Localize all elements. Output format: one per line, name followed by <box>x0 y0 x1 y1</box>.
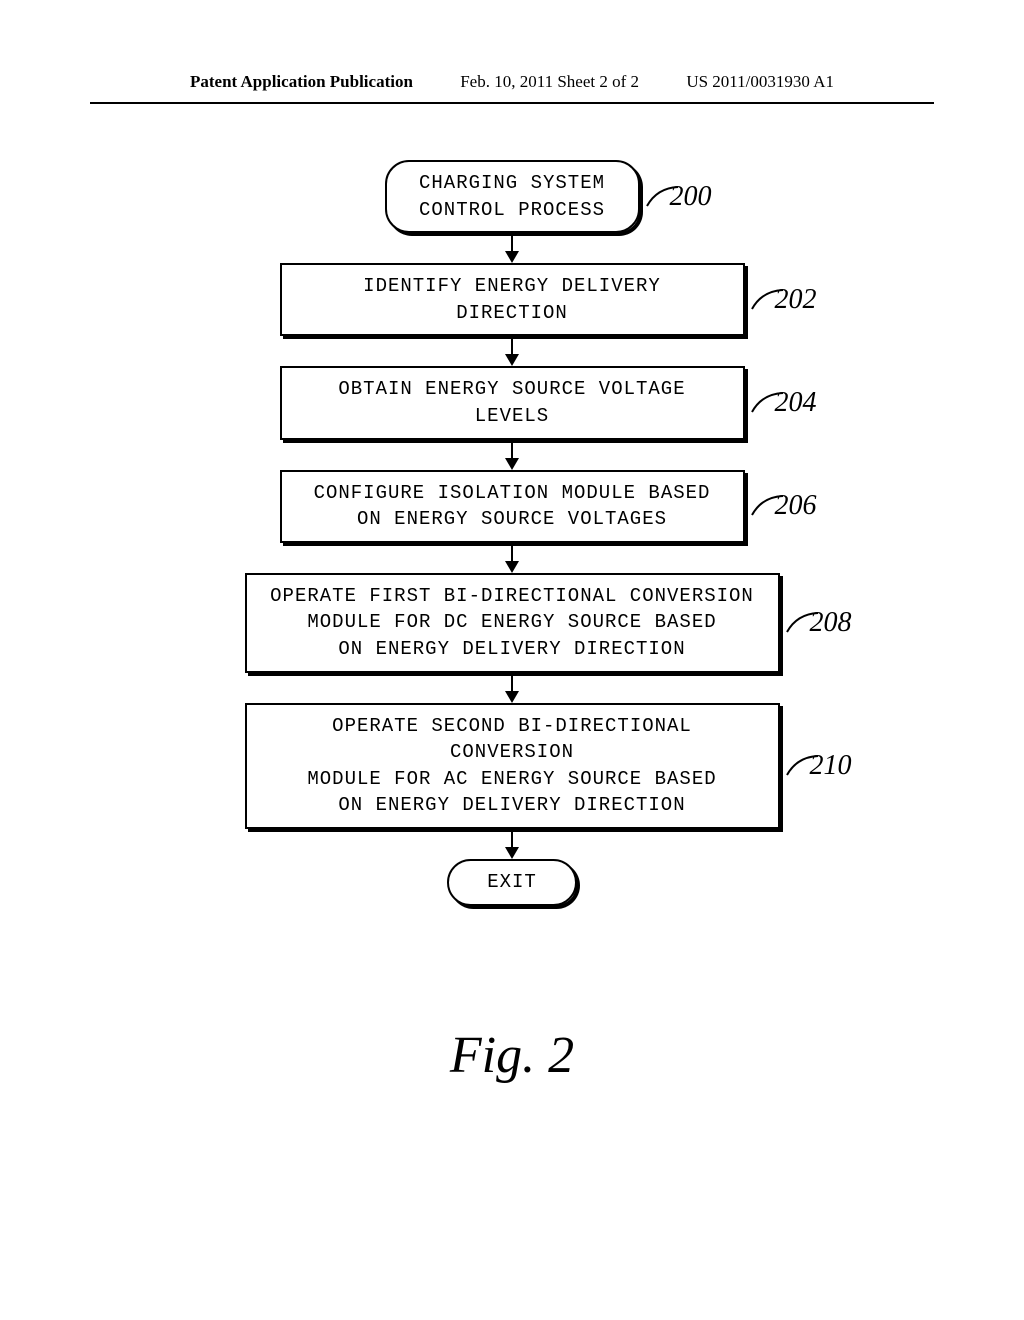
flow-node-text: MODULE FOR AC ENERGY SOURCE BASED <box>267 766 758 793</box>
arrow-line-icon <box>511 440 513 458</box>
process-box: OPERATE SECOND BI-DIRECTIONAL CONVERSION… <box>245 703 780 829</box>
flow-node-text: ON ENERGY SOURCE VOLTAGES <box>302 506 723 533</box>
flow-node-step5: OPERATE SECOND BI-DIRECTIONAL CONVERSION… <box>245 703 780 829</box>
arrow-line-icon <box>511 233 513 251</box>
arrow-head-icon <box>505 847 519 859</box>
flow-node-step2: OBTAIN ENERGY SOURCE VOLTAGE LEVELS204 <box>280 366 745 439</box>
page-header: Patent Application Publication Feb. 10, … <box>90 0 934 104</box>
flowchart: CHARGING SYSTEMCONTROL PROCESS200IDENTIF… <box>0 160 1024 1085</box>
reference-numeral: 206 <box>775 490 817 522</box>
terminator-box: CHARGING SYSTEMCONTROL PROCESS <box>385 160 640 233</box>
header-right-text: US 2011/0031930 A1 <box>686 72 834 92</box>
flow-node-text: CHARGING SYSTEM <box>407 170 618 197</box>
arrow-line-icon <box>511 336 513 354</box>
flow-node-text: CONTROL PROCESS <box>407 197 618 224</box>
flow-node-step1: IDENTIFY ENERGY DELIVERY DIRECTION202 <box>280 263 745 336</box>
terminator-box: EXIT <box>447 859 577 906</box>
reference-numeral: 204 <box>775 387 817 419</box>
process-box: CONFIGURE ISOLATION MODULE BASEDON ENERG… <box>280 470 745 543</box>
flow-node-step4: OPERATE FIRST BI-DIRECTIONAL CONVERSIONM… <box>245 573 780 673</box>
flow-node-start: CHARGING SYSTEMCONTROL PROCESS200 <box>385 160 640 233</box>
flow-node-text: ON ENERGY DELIVERY DIRECTION <box>267 792 758 819</box>
header-center-text: Feb. 10, 2011 Sheet 2 of 2 <box>460 72 639 92</box>
flow-node-text: EXIT <box>469 869 555 896</box>
flow-node-exit: EXIT <box>447 859 577 906</box>
flow-node-text: CONFIGURE ISOLATION MODULE BASED <box>302 480 723 507</box>
arrow-head-icon <box>505 691 519 703</box>
figure-label: Fig. 2 <box>450 1026 574 1085</box>
process-box: OPERATE FIRST BI-DIRECTIONAL CONVERSIONM… <box>245 573 780 673</box>
process-box: IDENTIFY ENERGY DELIVERY DIRECTION <box>280 263 745 336</box>
flow-node-step3: CONFIGURE ISOLATION MODULE BASEDON ENERG… <box>280 470 745 543</box>
arrow-head-icon <box>505 458 519 470</box>
flow-node-text: OPERATE SECOND BI-DIRECTIONAL CONVERSION <box>267 713 758 766</box>
flow-node-text: OPERATE FIRST BI-DIRECTIONAL CONVERSION <box>267 583 758 610</box>
arrow-line-icon <box>511 673 513 691</box>
reference-numeral: 210 <box>810 750 852 782</box>
reference-numeral: 200 <box>670 181 712 213</box>
flow-arrow <box>505 829 519 859</box>
flow-arrow <box>505 440 519 470</box>
arrow-head-icon <box>505 354 519 366</box>
arrow-line-icon <box>511 543 513 561</box>
arrow-line-icon <box>511 829 513 847</box>
flow-arrow <box>505 673 519 703</box>
flow-arrow <box>505 336 519 366</box>
flow-node-text: MODULE FOR DC ENERGY SOURCE BASED <box>267 609 758 636</box>
header-left-text: Patent Application Publication <box>190 72 413 92</box>
reference-numeral: 208 <box>810 607 852 639</box>
flow-node-text: OBTAIN ENERGY SOURCE VOLTAGE LEVELS <box>302 376 723 429</box>
flow-arrow <box>505 233 519 263</box>
flow-node-text: IDENTIFY ENERGY DELIVERY DIRECTION <box>302 273 723 326</box>
flow-arrow <box>505 543 519 573</box>
arrow-head-icon <box>505 561 519 573</box>
flow-node-text: ON ENERGY DELIVERY DIRECTION <box>267 636 758 663</box>
process-box: OBTAIN ENERGY SOURCE VOLTAGE LEVELS <box>280 366 745 439</box>
arrow-head-icon <box>505 251 519 263</box>
reference-numeral: 202 <box>775 284 817 316</box>
